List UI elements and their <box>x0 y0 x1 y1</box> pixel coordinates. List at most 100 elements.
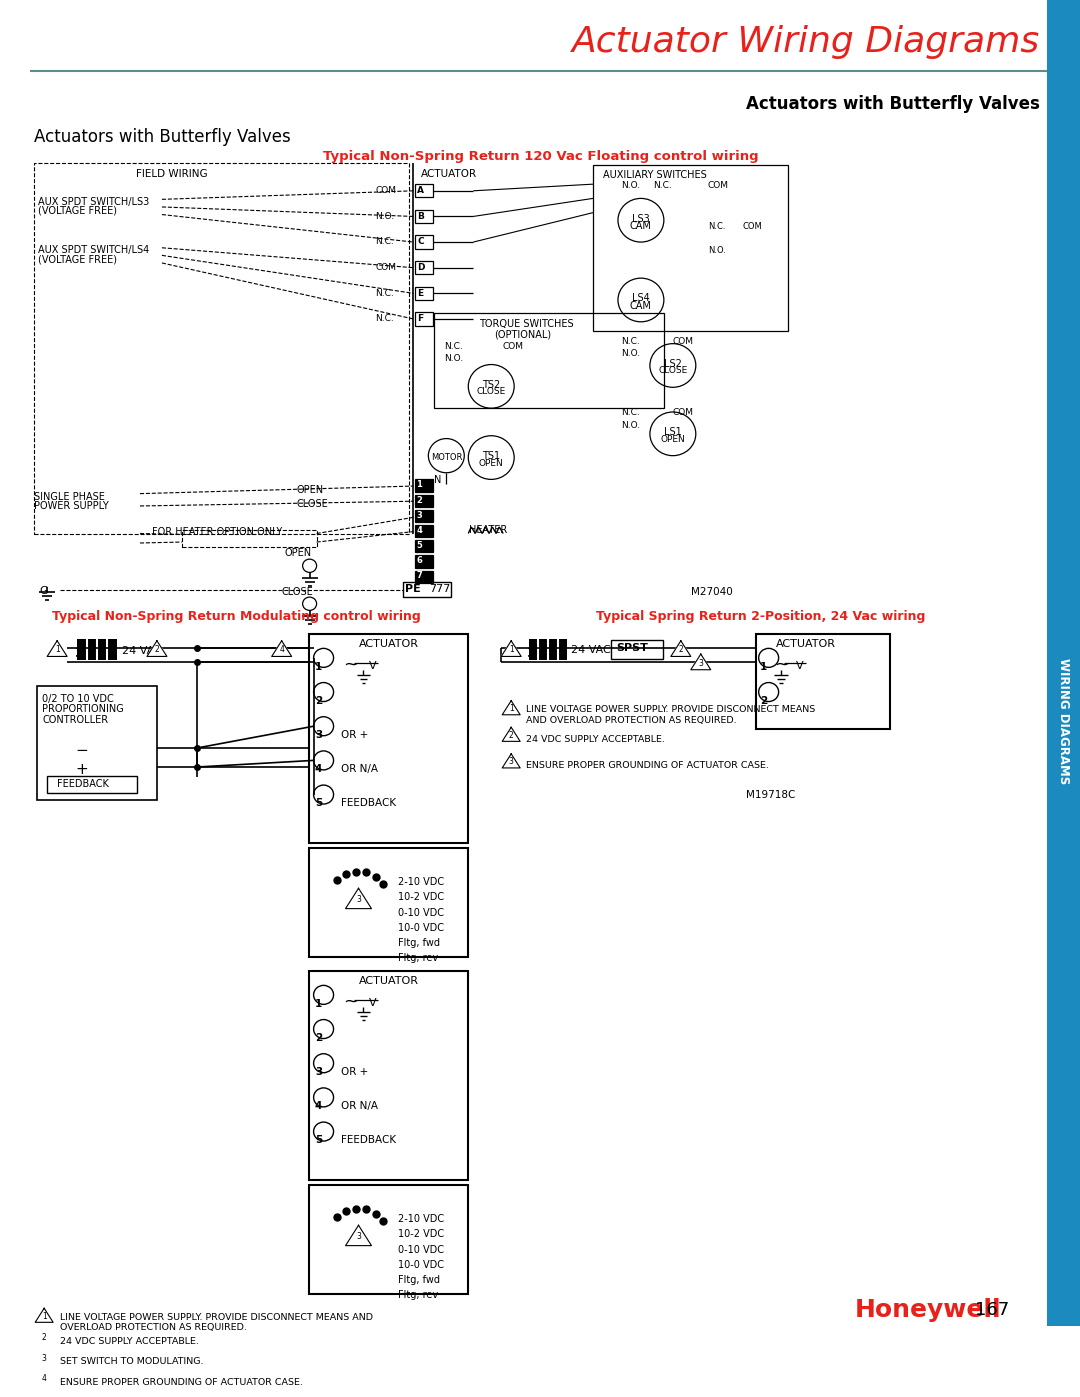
Text: ~: ~ <box>343 992 359 1010</box>
Text: 1: 1 <box>509 645 514 654</box>
Text: 4: 4 <box>417 525 422 535</box>
Bar <box>309 634 469 842</box>
Bar <box>77 638 117 659</box>
Text: 4: 4 <box>315 764 322 774</box>
Text: 10-0 VDC: 10-0 VDC <box>399 1260 445 1270</box>
Text: 3: 3 <box>42 1354 46 1362</box>
Text: CLOSE: CLOSE <box>658 366 688 376</box>
Text: N.C.: N.C. <box>621 408 639 418</box>
Text: N.O.: N.O. <box>621 420 640 429</box>
Text: 1: 1 <box>315 999 322 1009</box>
Text: 2-10 VDC: 2-10 VDC <box>399 1214 445 1224</box>
Text: 7: 7 <box>417 571 422 581</box>
Bar <box>756 634 890 729</box>
Text: Typical Non-Spring Return Modulating control wiring: Typical Non-Spring Return Modulating con… <box>53 610 421 623</box>
Text: 5: 5 <box>417 541 422 550</box>
Bar <box>611 640 663 659</box>
Bar <box>416 236 433 249</box>
Polygon shape <box>272 641 292 657</box>
Text: COM: COM <box>376 263 396 272</box>
Text: HEATER: HEATER <box>470 525 508 535</box>
Text: −: − <box>76 743 89 759</box>
Text: OPEN: OPEN <box>297 485 324 495</box>
Text: OR N/A: OR N/A <box>340 764 378 774</box>
Polygon shape <box>346 888 372 908</box>
Text: V: V <box>368 661 376 671</box>
Text: (VOLTAGE FREE): (VOLTAGE FREE) <box>38 205 117 217</box>
Text: TS1: TS1 <box>482 451 500 461</box>
Text: 10-2 VDC: 10-2 VDC <box>399 893 445 902</box>
Text: COM: COM <box>743 222 762 231</box>
Text: ENSURE PROPER GROUNDING OF ACTUATOR CASE.: ENSURE PROPER GROUNDING OF ACTUATOR CASE… <box>60 1379 303 1387</box>
Text: 2: 2 <box>315 1032 322 1042</box>
Bar <box>416 261 433 274</box>
Polygon shape <box>502 701 521 715</box>
Text: OR +: OR + <box>340 731 368 740</box>
Text: 2: 2 <box>678 645 684 654</box>
Text: TS2: TS2 <box>482 380 500 390</box>
Polygon shape <box>48 641 67 657</box>
Bar <box>416 570 433 583</box>
Bar <box>181 529 316 546</box>
Polygon shape <box>502 754 521 768</box>
Bar <box>416 541 433 552</box>
Text: LS2: LS2 <box>664 359 681 369</box>
Text: N.O.: N.O. <box>444 353 463 363</box>
Text: C: C <box>417 237 424 246</box>
Bar <box>309 971 469 1180</box>
Bar <box>416 184 433 197</box>
Text: CLOSE: CLOSE <box>476 387 505 397</box>
Polygon shape <box>346 1225 372 1246</box>
Text: V: V <box>796 661 804 671</box>
Text: N.C.: N.C. <box>376 314 394 323</box>
Text: FIELD WIRING: FIELD WIRING <box>136 169 207 179</box>
Text: MOTOR: MOTOR <box>431 453 462 462</box>
Text: ENSURE PROPER GROUNDING OF ACTUATOR CASE.: ENSURE PROPER GROUNDING OF ACTUATOR CASE… <box>526 761 769 770</box>
Text: 5: 5 <box>315 798 322 809</box>
Polygon shape <box>36 1308 53 1323</box>
Text: CAM: CAM <box>630 300 652 312</box>
Text: E: E <box>417 289 423 298</box>
Text: PE: PE <box>405 584 421 594</box>
Text: ACTUATOR: ACTUATOR <box>359 638 419 648</box>
Text: 3: 3 <box>356 1232 361 1242</box>
Text: LS1: LS1 <box>664 427 681 437</box>
Text: OVERLOAD PROTECTION AS REQUIRED.: OVERLOAD PROTECTION AS REQUIRED. <box>60 1323 247 1333</box>
Polygon shape <box>501 641 522 657</box>
Text: 24 VAC: 24 VAC <box>122 645 162 655</box>
Text: N.C.: N.C. <box>653 182 672 190</box>
Text: POWER SUPPLY: POWER SUPPLY <box>35 502 109 511</box>
Text: COM: COM <box>376 186 396 196</box>
Text: N.O.: N.O. <box>621 349 640 359</box>
Text: OPEN: OPEN <box>661 434 685 444</box>
Text: 167: 167 <box>975 1302 1010 1320</box>
Text: Fltg, rev: Fltg, rev <box>399 953 438 963</box>
Text: 2: 2 <box>417 496 422 504</box>
Text: AUX SPDT SWITCH/LS4: AUX SPDT SWITCH/LS4 <box>38 244 149 254</box>
Text: CONTROLLER: CONTROLLER <box>42 715 108 725</box>
Text: N.C.: N.C. <box>376 237 394 246</box>
Text: 2: 2 <box>315 696 322 705</box>
Text: OR N/A: OR N/A <box>340 1101 378 1111</box>
Text: (VOLTAGE FREE): (VOLTAGE FREE) <box>38 254 117 264</box>
Text: COM: COM <box>673 408 693 418</box>
Text: Fltg, fwd: Fltg, fwd <box>399 937 441 949</box>
Text: 10-0 VDC: 10-0 VDC <box>399 922 445 933</box>
Bar <box>48 775 137 792</box>
Bar <box>529 638 567 659</box>
Text: N.C.: N.C. <box>621 337 639 346</box>
Text: TORQUE SWITCHES: TORQUE SWITCHES <box>480 319 573 328</box>
Bar <box>35 163 409 534</box>
Bar <box>434 313 664 408</box>
Text: 6: 6 <box>417 556 422 566</box>
Bar <box>404 583 451 597</box>
Polygon shape <box>502 728 521 742</box>
Bar <box>416 286 433 300</box>
Text: Actuators with Butterfly Valves: Actuators with Butterfly Valves <box>746 95 1040 113</box>
Text: CLOSE: CLOSE <box>282 587 313 597</box>
Bar <box>593 165 787 331</box>
Text: 777: 777 <box>430 584 450 594</box>
Text: 1: 1 <box>417 481 422 489</box>
Polygon shape <box>36 1350 53 1363</box>
Text: SET SWITCH TO MODULATING.: SET SWITCH TO MODULATING. <box>60 1358 204 1366</box>
